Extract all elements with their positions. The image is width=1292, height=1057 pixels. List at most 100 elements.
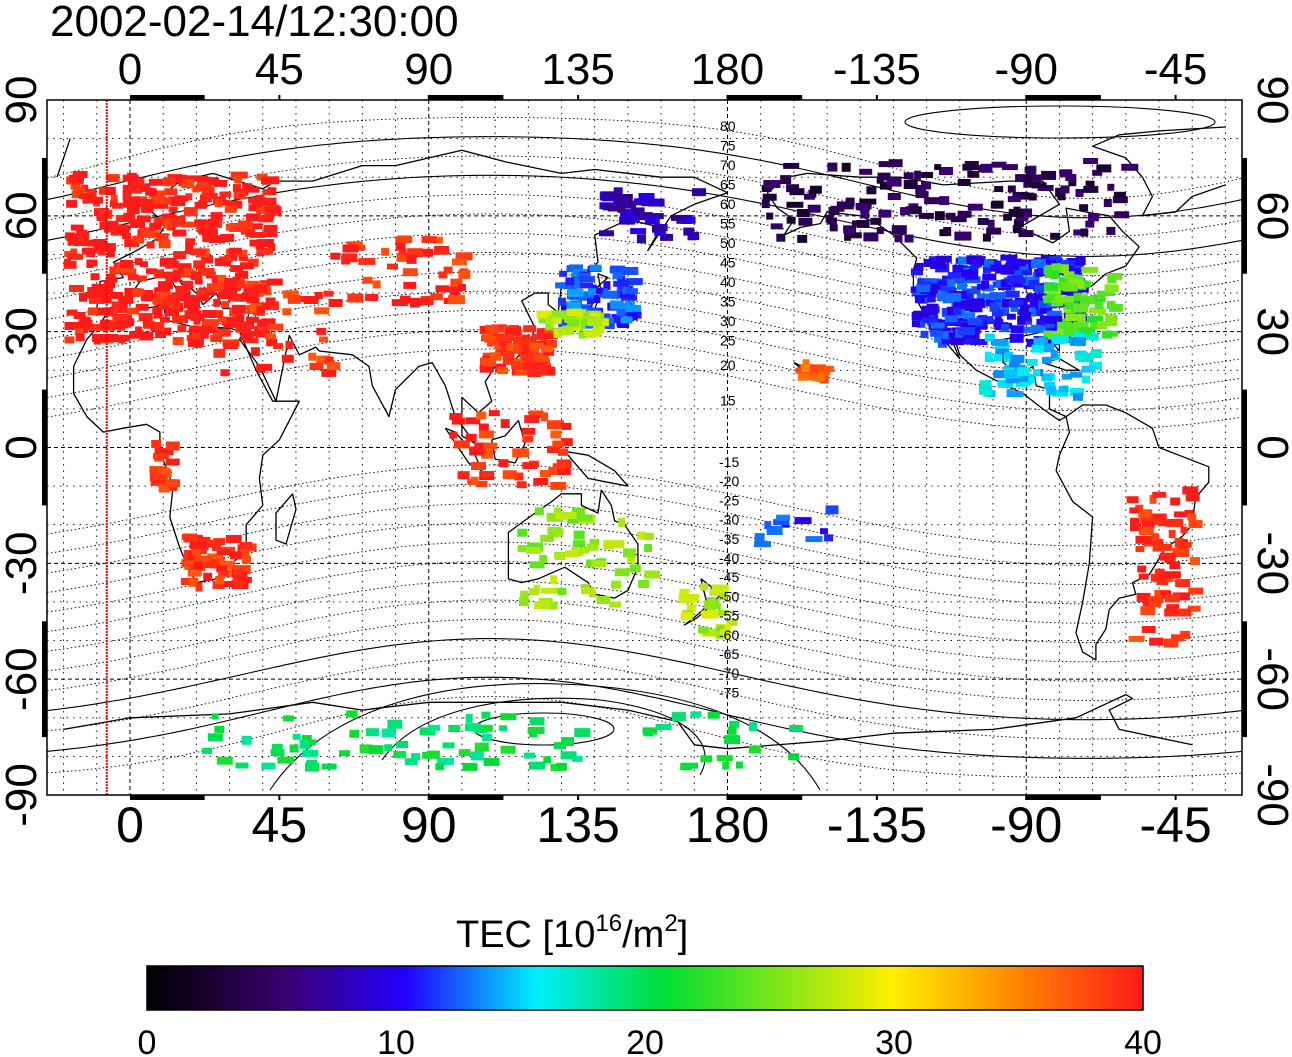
contour-line (47, 580, 1242, 663)
tec-cell (817, 365, 834, 372)
contour-label: 25 (720, 333, 736, 349)
tec-cell (86, 260, 94, 268)
tec-cell (235, 576, 252, 583)
tec-cell (1058, 386, 1069, 392)
tec-cell (993, 370, 1007, 379)
tec-cell (1034, 285, 1047, 293)
tec-cell (458, 269, 471, 279)
tec-cell (482, 352, 494, 359)
tec-cell (953, 307, 962, 315)
tec-cell (443, 266, 453, 274)
tec-cell (844, 231, 852, 241)
tec-cell (1158, 519, 1169, 527)
tec-cell (256, 247, 273, 255)
tec-cell (1182, 486, 1199, 495)
tec-cell (1028, 377, 1036, 384)
lon-tick-label: 180 (686, 797, 769, 853)
tec-cell (241, 555, 251, 564)
tec-cell (556, 467, 571, 476)
tec-cell (930, 261, 947, 269)
tec-cell (117, 320, 129, 329)
tec-cell (1056, 296, 1071, 304)
tec-cell (157, 281, 173, 290)
tec-cell (154, 269, 164, 279)
tec-cell (930, 322, 945, 329)
tec-cell (155, 291, 171, 299)
tec-cell (100, 243, 116, 252)
lat-tick-label: -60 (0, 647, 46, 711)
tec-cell (801, 364, 811, 372)
tec-cell (172, 269, 184, 278)
tec-cell (64, 336, 75, 344)
lon-tick-label: 90 (404, 45, 453, 94)
tec-cell (243, 288, 256, 295)
tec-cell (546, 446, 560, 454)
tec-cell (93, 243, 108, 252)
tec-cell (543, 756, 552, 764)
tec-cell (1154, 516, 1163, 525)
colorbar (146, 965, 1144, 1011)
tec-cell (1172, 548, 1190, 557)
tec-cell (221, 301, 230, 309)
tec-cell (644, 544, 653, 552)
tec-cell (197, 326, 213, 334)
tec-cell (611, 580, 622, 589)
tec-cell (316, 355, 331, 364)
tec-cell (1073, 279, 1085, 289)
tec-cell (175, 174, 188, 183)
tec-cell (923, 259, 933, 267)
tec-cell (212, 544, 222, 551)
tec-cell (580, 282, 594, 289)
tec-cell (977, 218, 989, 225)
lat-tick-label: 30 (0, 307, 46, 356)
tec-cell (1096, 164, 1112, 173)
contour-line (47, 464, 1242, 547)
tec-cell (85, 247, 98, 254)
frame-tick (875, 95, 878, 100)
tec-cell (1085, 180, 1095, 188)
tec-cell (536, 328, 544, 336)
tec-cell (1028, 280, 1040, 289)
tec-cell (455, 252, 473, 261)
tec-cell (106, 174, 120, 183)
tec-cell (877, 172, 891, 181)
tec-cell (1079, 296, 1090, 306)
tec-cell (267, 323, 284, 331)
tec-cell (678, 597, 695, 604)
tec-cell (87, 307, 98, 316)
tec-cell (829, 224, 838, 232)
tec-cell (502, 352, 515, 360)
tec-cell (1005, 377, 1019, 384)
tec-cell (152, 298, 163, 305)
tec-cell (1028, 307, 1036, 317)
tec-cell (78, 193, 94, 200)
tec-cell (82, 194, 93, 204)
tec-cell (1061, 373, 1072, 380)
tec-cell (185, 207, 196, 214)
tec-cell (213, 538, 226, 546)
tec-cell (1052, 389, 1069, 397)
tec-cell (234, 280, 246, 289)
tec-cell (368, 745, 384, 755)
contour-line (47, 541, 1242, 624)
tec-cell (870, 217, 882, 225)
tec-cell (524, 415, 540, 424)
tec-cell (935, 255, 952, 263)
tec-cell (217, 328, 231, 337)
tec-cell (67, 253, 84, 260)
tec-cell (1017, 315, 1026, 325)
tec-cell (920, 330, 929, 338)
lon-tick-label: 180 (691, 45, 764, 94)
tec-cell (214, 199, 223, 208)
tec-cell (481, 471, 493, 477)
tec-cell (567, 288, 584, 297)
tec-cell (213, 179, 228, 187)
tec-cell (1101, 330, 1112, 339)
tec-cell (246, 213, 262, 222)
tec-cell (1010, 325, 1025, 334)
tec-cell (614, 568, 630, 577)
tec-cell (637, 531, 647, 540)
tec-cell (1185, 494, 1200, 502)
tec-cell (1097, 321, 1107, 329)
tec-cell (804, 193, 815, 200)
